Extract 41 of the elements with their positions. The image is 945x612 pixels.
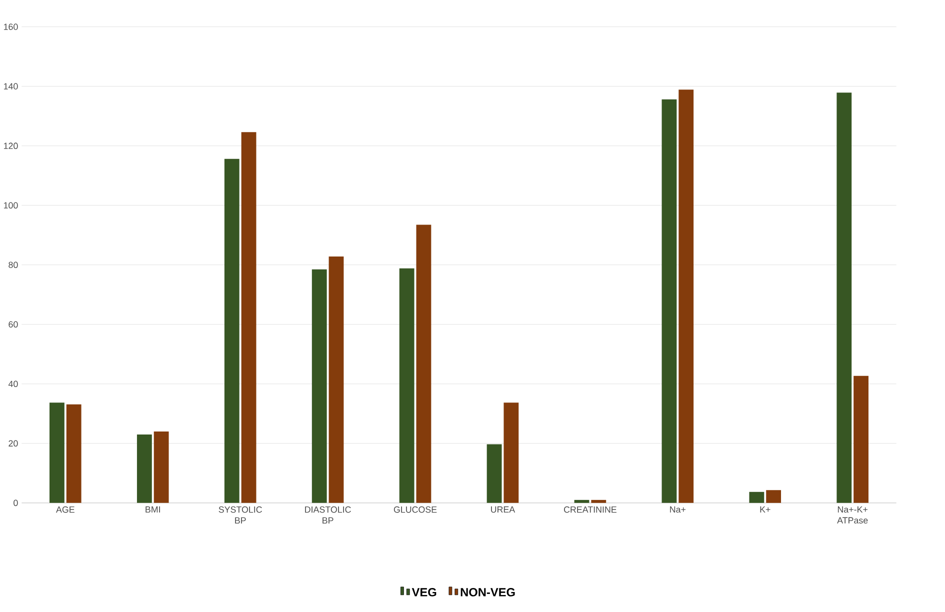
legend-label: NON-VEG: [460, 588, 515, 596]
bar: [766, 490, 782, 503]
y-tick-label: 160: [4, 24, 18, 30]
x-tick-label: Na+-K+ ATPase: [837, 506, 868, 524]
bar: [486, 444, 502, 503]
bar: [328, 256, 344, 503]
y-tick-label: 140: [4, 83, 18, 90]
bar: [66, 404, 82, 503]
y-tick-label: 80: [8, 262, 18, 268]
bar: [416, 224, 432, 503]
y-tick-label: 60: [8, 321, 18, 328]
bar: [154, 431, 169, 503]
bar: [836, 92, 852, 503]
bar: [312, 269, 327, 503]
bar: [662, 99, 677, 503]
bar: [136, 434, 152, 503]
x-tick-label: DIASTOLIC BP: [305, 506, 351, 524]
bar: [399, 268, 414, 503]
bar: [241, 132, 256, 503]
y-tick-label: 20: [8, 440, 18, 446]
x-tick-label: UREA: [491, 506, 516, 513]
x-tick-label: Na+: [670, 506, 686, 513]
x-tick-label: K+: [760, 506, 770, 512]
y-tick-label: 40: [8, 380, 18, 387]
y-tick-label: 120: [4, 142, 18, 149]
bar: [504, 402, 519, 503]
legend-label: VEG: [412, 588, 436, 596]
x-tick-label: SYSTOLIC BP: [218, 506, 262, 524]
bar: [678, 89, 694, 503]
x-tick-label: GLUCOSE: [394, 506, 437, 513]
y-tick-label: 0: [14, 500, 18, 506]
bar: [591, 500, 606, 503]
bar: [854, 376, 868, 503]
bar: [224, 158, 240, 503]
x-tick-label: CREATININE: [564, 506, 616, 513]
y-tick-label: 100: [4, 202, 18, 208]
bar: [574, 500, 590, 503]
x-tick-label: AGE: [56, 506, 74, 513]
x-tick-label: BMI: [146, 506, 160, 512]
bar: [50, 402, 64, 503]
bar: [749, 492, 764, 503]
